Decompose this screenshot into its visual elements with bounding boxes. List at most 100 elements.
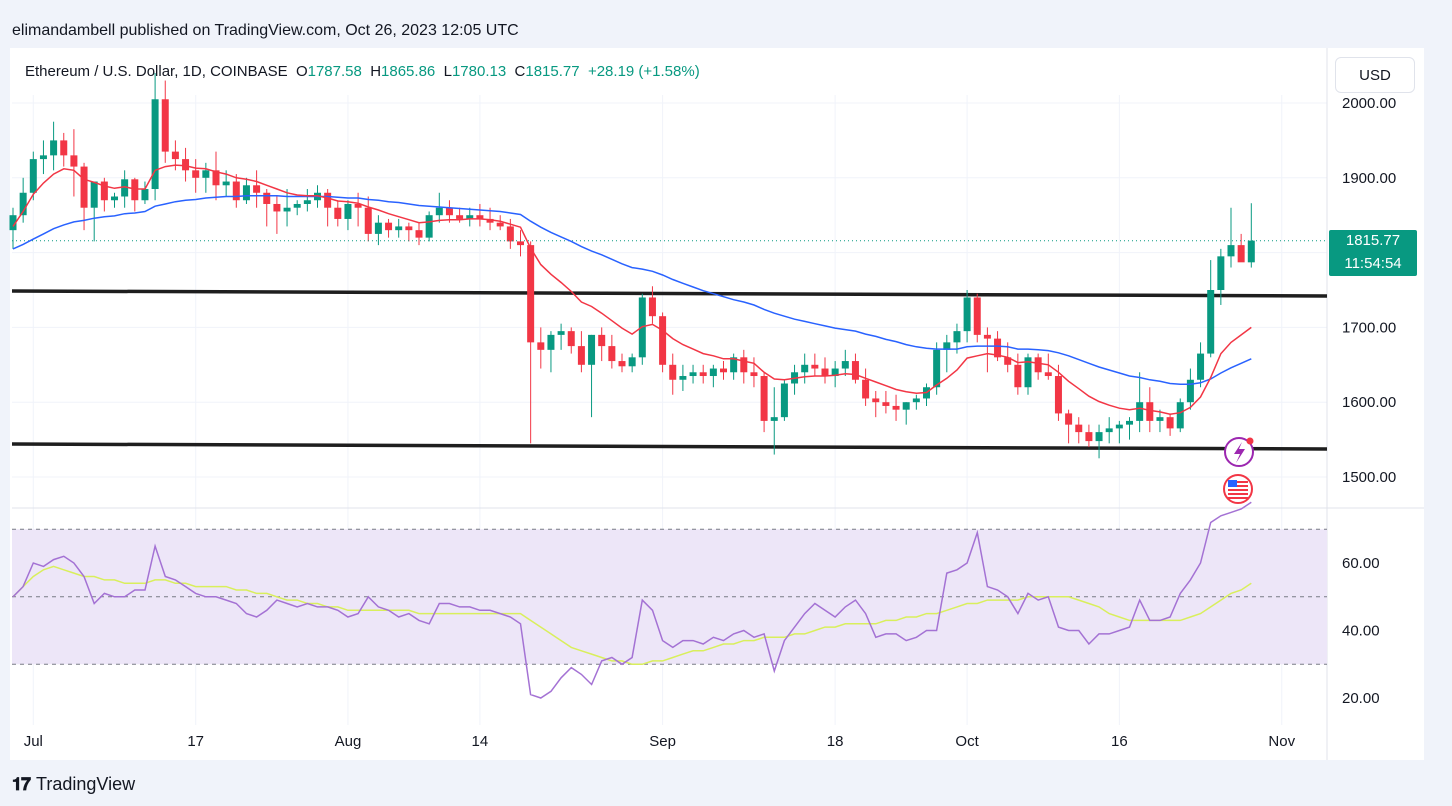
candle-82 bbox=[841, 349, 849, 377]
candle-body-36 bbox=[374, 222, 382, 234]
candle-100 bbox=[1024, 353, 1032, 395]
time-tick-label-5: 18 bbox=[827, 733, 844, 750]
candle-body-8 bbox=[90, 181, 98, 208]
candle-94 bbox=[963, 290, 971, 343]
candle-86 bbox=[882, 390, 890, 414]
candle-118 bbox=[1207, 260, 1215, 358]
candle-108 bbox=[1105, 417, 1113, 444]
candle-96 bbox=[983, 327, 991, 373]
candle-119 bbox=[1217, 248, 1225, 305]
candle-20 bbox=[212, 151, 220, 201]
candle-78 bbox=[801, 353, 809, 384]
candle-5 bbox=[60, 132, 68, 167]
candle-body-105 bbox=[1075, 424, 1083, 433]
candle-body-104 bbox=[1065, 413, 1073, 425]
us-flag-stripe-2 bbox=[1228, 489, 1248, 491]
candle-body-12 bbox=[131, 179, 139, 201]
candle-26 bbox=[273, 196, 281, 234]
time-tick-label-3: 14 bbox=[472, 733, 489, 750]
candle-body-5 bbox=[60, 140, 68, 156]
candle-body-107 bbox=[1095, 432, 1103, 442]
candle-74 bbox=[760, 372, 768, 433]
tradingview-footer[interactable]: 𝟏𝟕 TradingView bbox=[12, 774, 135, 795]
candle-body-120 bbox=[1227, 245, 1235, 257]
candle-body-4 bbox=[50, 140, 58, 156]
candle-body-101 bbox=[1034, 357, 1042, 373]
candle-67 bbox=[689, 364, 697, 384]
candle-body-79 bbox=[811, 364, 819, 369]
open-label: O bbox=[295, 63, 308, 80]
candle-79 bbox=[811, 353, 819, 377]
candle-47 bbox=[486, 207, 494, 231]
candle-body-48 bbox=[496, 222, 504, 227]
candle-0 bbox=[9, 207, 17, 249]
candle-69 bbox=[709, 364, 717, 388]
candle-body-44 bbox=[456, 215, 464, 219]
candle-body-33 bbox=[344, 203, 352, 219]
candle-body-75 bbox=[770, 417, 778, 421]
candle-body-19 bbox=[202, 170, 210, 178]
candle-body-29 bbox=[303, 200, 311, 204]
event-icons bbox=[1223, 437, 1254, 504]
candle-43 bbox=[445, 200, 453, 223]
candle-body-89 bbox=[912, 398, 920, 403]
candle-body-110 bbox=[1126, 420, 1133, 425]
candle-body-96 bbox=[983, 334, 991, 339]
candle-body-15 bbox=[161, 99, 169, 152]
candle-body-38 bbox=[395, 226, 403, 231]
candle-8 bbox=[90, 181, 98, 242]
candle-117 bbox=[1197, 342, 1205, 388]
candle-57 bbox=[588, 334, 596, 418]
candle-body-82 bbox=[841, 361, 849, 369]
candle-body-121 bbox=[1237, 245, 1245, 263]
us-flag-stripe-1 bbox=[1228, 485, 1248, 487]
close-value: 1815.77 bbox=[525, 63, 580, 80]
candle-39 bbox=[405, 222, 413, 242]
candle-body-88 bbox=[902, 402, 910, 410]
candle-body-87 bbox=[892, 405, 900, 410]
candle-body-35 bbox=[364, 207, 372, 234]
ema-slow-line bbox=[12, 195, 1252, 385]
candle-4 bbox=[50, 121, 58, 171]
support-line bbox=[11, 442, 1328, 451]
low-label: L bbox=[443, 63, 452, 80]
candle-87 bbox=[892, 394, 900, 421]
candle-105 bbox=[1075, 417, 1083, 444]
candle-body-55 bbox=[567, 331, 575, 347]
candle-body-115 bbox=[1176, 402, 1184, 429]
candle-body-91 bbox=[933, 349, 941, 388]
candle-113 bbox=[1156, 409, 1164, 433]
candle-body-67 bbox=[689, 372, 697, 377]
candle-32 bbox=[334, 200, 342, 227]
candle-18 bbox=[192, 159, 200, 193]
currency-button[interactable]: USD bbox=[1335, 57, 1415, 93]
candle-body-119 bbox=[1217, 256, 1225, 290]
candle-body-11 bbox=[121, 179, 129, 197]
candle-109 bbox=[1115, 420, 1123, 444]
rsi-lines-group bbox=[12, 501, 1252, 699]
price-axis: 2000.00 1900.00 1700.00 1600.00 1500.00 60.00… bbox=[1342, 95, 1396, 707]
candle-37 bbox=[385, 218, 393, 238]
candle-91 bbox=[933, 342, 941, 395]
candle-body-51 bbox=[527, 245, 535, 343]
candle-body-98 bbox=[1004, 357, 1012, 365]
candle-36 bbox=[374, 215, 382, 246]
time-tick-label-8: Nov bbox=[1268, 733, 1295, 750]
candle-body-3 bbox=[39, 155, 47, 160]
candle-10 bbox=[111, 192, 118, 208]
candle-body-24 bbox=[253, 185, 261, 193]
high-value: 1865.86 bbox=[381, 63, 436, 80]
candle-9 bbox=[100, 177, 108, 212]
candle-body-13 bbox=[141, 189, 149, 201]
candle-101 bbox=[1034, 353, 1042, 380]
time-tick-label-0: Jul bbox=[24, 733, 43, 750]
support-resistance-lines bbox=[11, 289, 1328, 451]
candle-body-64 bbox=[659, 316, 667, 365]
candle-31 bbox=[324, 189, 332, 227]
price-tick-label-2: 1700.00 bbox=[1342, 319, 1396, 336]
candle-body-22 bbox=[232, 181, 240, 201]
candle-body-116 bbox=[1186, 379, 1194, 403]
candle-51 bbox=[527, 241, 535, 444]
candle-53 bbox=[547, 331, 555, 373]
